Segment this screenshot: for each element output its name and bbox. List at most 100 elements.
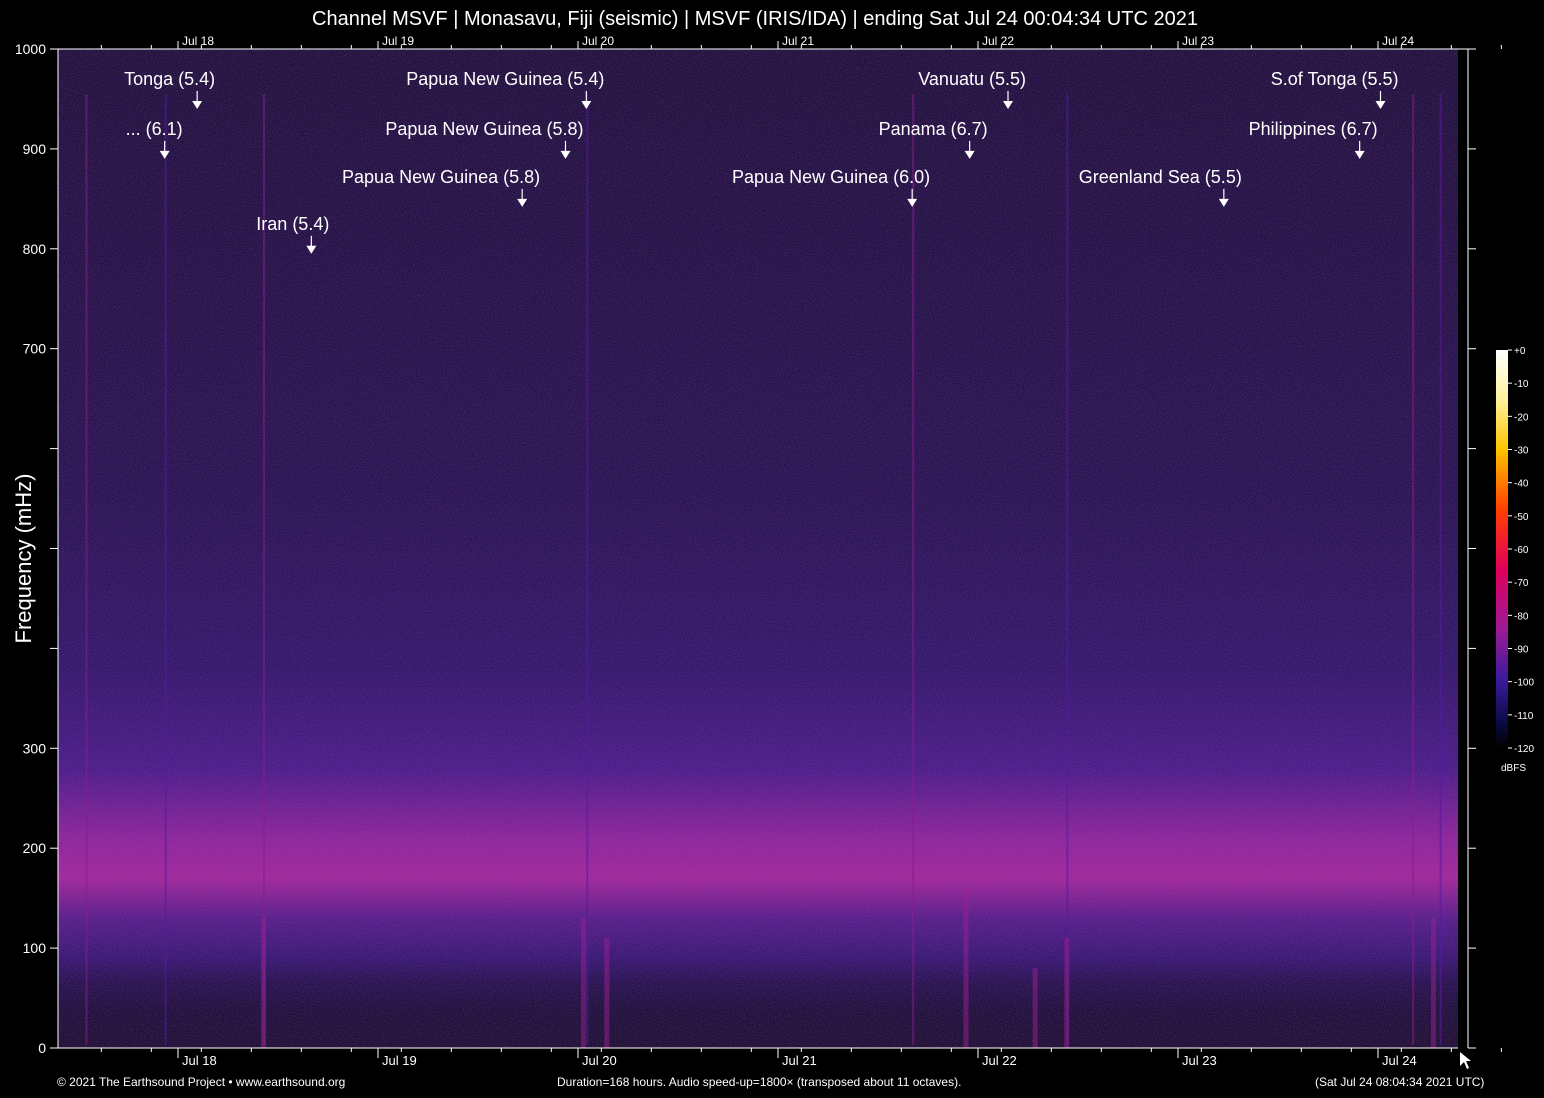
event-label: Tonga (5.4) bbox=[124, 69, 215, 89]
colorbar-tick-label: -30 bbox=[1514, 446, 1529, 457]
x-tick-label-top: Jul 22 bbox=[982, 34, 1014, 48]
event-annotation: Papua New Guinea (5.8) bbox=[342, 167, 540, 207]
y-axis-label: Frequency (mHz) bbox=[11, 474, 36, 644]
x-tick-label-top: Jul 21 bbox=[782, 34, 814, 48]
event-streak bbox=[164, 94, 167, 1045]
duration-info: Duration=168 hours. Audio speed-up=1800×… bbox=[557, 1075, 962, 1089]
y-tick-label: 100 bbox=[23, 940, 47, 956]
low-frequency-burst bbox=[1431, 918, 1436, 1048]
event-arrow-icon bbox=[1003, 100, 1013, 109]
colorbar: +0 -10 -20 -30 -40 -50 -60 -70 -80 -90 -100 -110 -12… bbox=[1496, 346, 1534, 774]
colorbar-unit: dBFS bbox=[1501, 763, 1526, 774]
event-arrow-icon bbox=[517, 198, 528, 207]
event-streaks bbox=[85, 94, 1442, 1048]
spectrogram-plot bbox=[58, 49, 1458, 1048]
event-arrow-icon bbox=[907, 198, 918, 207]
event-arrow-icon bbox=[306, 245, 317, 254]
event-arrow-icon bbox=[1375, 100, 1386, 109]
colorbar-tick-label: -120 bbox=[1514, 744, 1534, 755]
event-label: Greenland Sea (5.5) bbox=[1079, 167, 1242, 187]
end-timestamp: (Sat Jul 24 08:04:34 2021 UTC) bbox=[1315, 1075, 1485, 1089]
x-tick-label-top: Jul 18 bbox=[182, 34, 214, 48]
colorbar-tick-label: -60 bbox=[1514, 545, 1529, 556]
event-annotation: Tonga (5.4) bbox=[124, 69, 215, 109]
event-streak bbox=[85, 94, 88, 1045]
event-label: Vanuatu (5.5) bbox=[918, 69, 1026, 89]
x-tick-label-top: Jul 24 bbox=[1382, 34, 1414, 48]
event-annotation: ... (6.1) bbox=[126, 119, 183, 159]
event-annotation: Papua New Guinea (5.8) bbox=[385, 119, 584, 159]
event-arrow-icon bbox=[581, 100, 592, 109]
x-tick-label: Jul 22 bbox=[982, 1053, 1017, 1068]
event-label: Iran (5.4) bbox=[256, 214, 329, 234]
colorbar-tick-label: -90 bbox=[1514, 645, 1529, 656]
x-tick-label-top: Jul 23 bbox=[1182, 34, 1214, 48]
colorbar-tick-label: -10 bbox=[1514, 379, 1529, 390]
event-annotation: Panama (6.7) bbox=[879, 119, 988, 159]
event-annotation: S.of Tonga (5.5) bbox=[1271, 69, 1399, 109]
x-tick-label: Jul 18 bbox=[182, 1053, 217, 1068]
colorbar-tick-label: -50 bbox=[1514, 512, 1529, 523]
colorbar-tick-label: -80 bbox=[1514, 611, 1529, 622]
event-label: Philippines (6.7) bbox=[1249, 119, 1378, 139]
y-tick-label: 1000 bbox=[15, 41, 46, 57]
low-frequency-burst bbox=[604, 938, 610, 1048]
y-tick-label: 300 bbox=[23, 740, 47, 756]
colorbar-tick-label: -70 bbox=[1514, 578, 1529, 589]
chart-axes: 0 100 200 300 700 800 900 1000 Jul 18 Jul 18 Jul 1… bbox=[15, 34, 1502, 1068]
spectrogram-noise bbox=[58, 49, 1458, 1048]
colorbar-tick-label: -20 bbox=[1514, 412, 1529, 423]
event-label: ... (6.1) bbox=[126, 119, 183, 139]
y-tick-label: 0 bbox=[38, 1040, 46, 1056]
low-frequency-burst bbox=[1032, 968, 1038, 1048]
event-streak bbox=[1066, 94, 1069, 1045]
low-frequency-burst bbox=[1064, 938, 1070, 1048]
event-annotation: Papua New Guinea (5.4) bbox=[406, 69, 604, 109]
event-arrow-icon bbox=[560, 150, 571, 159]
colorbar-gradient bbox=[1496, 350, 1508, 748]
event-streak bbox=[586, 94, 589, 1045]
copyright-text: © 2021 The Earthsound Project • www.eart… bbox=[57, 1075, 346, 1089]
colorbar-tick-label: -110 bbox=[1514, 711, 1534, 722]
x-tick-label: Jul 24 bbox=[1382, 1053, 1417, 1068]
event-label: Papua New Guinea (5.4) bbox=[406, 69, 604, 89]
low-frequency-burst bbox=[963, 888, 969, 1048]
event-annotation: Vanuatu (5.5) bbox=[918, 69, 1026, 109]
x-tick-label: Jul 21 bbox=[782, 1053, 817, 1068]
event-streak bbox=[1412, 94, 1415, 1045]
colorbar-tick-label: -100 bbox=[1514, 678, 1534, 689]
colorbar-tick-label: -40 bbox=[1514, 479, 1529, 490]
colorbar-ticks: +0 -10 -20 -30 -40 -50 -60 -70 -80 -90 -100 -110 -12… bbox=[1508, 346, 1534, 755]
event-arrow-icon bbox=[964, 150, 975, 159]
event-annotations: Tonga (5.4) ... (6.1) Iran (5.4) Papua New … bbox=[124, 69, 1399, 254]
colorbar-tick-label: +0 bbox=[1514, 346, 1526, 357]
event-label: Papua New Guinea (5.8) bbox=[385, 119, 583, 139]
x-tick-label-top: Jul 20 bbox=[582, 34, 614, 48]
event-label: Papua New Guinea (6.0) bbox=[732, 167, 930, 187]
event-label: Papua New Guinea (5.8) bbox=[342, 167, 540, 187]
event-annotation: Iran (5.4) bbox=[256, 214, 329, 254]
low-frequency-burst bbox=[261, 918, 266, 1048]
cursor-icon bbox=[1460, 1052, 1471, 1069]
x-tick-label: Jul 20 bbox=[582, 1053, 617, 1068]
event-streak bbox=[912, 94, 915, 1045]
event-streak bbox=[1439, 94, 1442, 1045]
event-label: S.of Tonga (5.5) bbox=[1271, 69, 1399, 89]
y-tick-label: 800 bbox=[23, 241, 47, 257]
x-tick-label: Jul 19 bbox=[382, 1053, 417, 1068]
event-streak bbox=[263, 94, 265, 1045]
event-annotation: Philippines (6.7) bbox=[1249, 119, 1378, 159]
low-frequency-burst bbox=[581, 918, 586, 1048]
y-tick-label: 900 bbox=[23, 141, 47, 157]
y-tick-label: 200 bbox=[23, 840, 47, 856]
x-tick-label: Jul 23 bbox=[1182, 1053, 1217, 1068]
event-arrow-icon bbox=[159, 150, 170, 159]
event-annotation: Papua New Guinea (6.0) bbox=[732, 167, 930, 207]
x-tick-label-top: Jul 19 bbox=[382, 34, 414, 48]
chart-title: Channel MSVF | Monasavu, Fiji (seismic) … bbox=[312, 8, 1198, 30]
y-tick-label: 700 bbox=[23, 341, 47, 357]
event-arrow-icon bbox=[1218, 198, 1229, 207]
event-arrow-icon bbox=[1354, 150, 1365, 159]
event-label: Panama (6.7) bbox=[879, 119, 988, 139]
